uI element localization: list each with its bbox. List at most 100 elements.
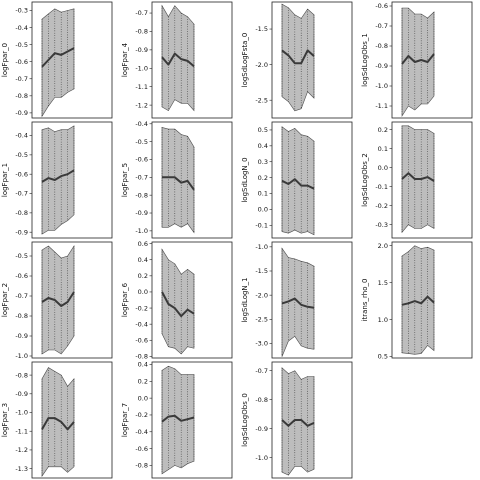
panel-frame: [271, 1, 353, 119]
estimate-line: [281, 178, 315, 190]
y-tick-label: -0.4: [15, 24, 28, 32]
y-tick-label: -0.9: [255, 425, 268, 433]
y-tick-label: 0.5: [378, 353, 388, 361]
y-tick-label: -1.0: [135, 227, 148, 235]
y-tick-label: -0.5: [15, 41, 28, 49]
y-tick-label: -0.6: [15, 170, 28, 178]
y-tick-label: 0.2: [138, 378, 148, 386]
confidence-band: [41, 8, 75, 118]
y-tick-label: -0.9: [15, 109, 28, 117]
y-tick-label: -0.6: [15, 58, 28, 66]
y-tick-label: -0.7: [255, 367, 268, 375]
y-tick-label: -0.6: [375, 2, 388, 10]
y-tick-label: -1.5: [255, 267, 268, 275]
estimate-line: [162, 176, 195, 191]
y-tick-label: -1.1: [375, 102, 388, 110]
y-tick-label: -0.2: [135, 411, 148, 419]
estimate-line: [41, 169, 75, 183]
panel-itrans_rho_0: 0.5 1.0 1.5 2.0 itrans_rho_0: [361, 241, 473, 361]
y-tick-label: -0.6: [135, 156, 148, 164]
panel-logFpar_3: -1.3 -1.2 -1.1 -1.0 -0.9 -0.8 logFpar_3: [1, 361, 113, 479]
panel-logFpar_2: -1.0 -0.9 -0.8 -0.7 -0.6 -0.5 logFpar_2: [1, 241, 113, 360]
y-tick-label: -0.7: [15, 190, 28, 198]
confidence-band: [281, 126, 315, 236]
y-tick-label: -1.1: [135, 83, 148, 91]
panel-frame: [31, 241, 113, 359]
y-axis-label: logSdLogObs_2: [361, 153, 369, 207]
y-tick-label: -0.9: [135, 209, 148, 217]
y-axis-label: logSdLogFsta_0: [241, 33, 249, 88]
estimate-line: [281, 297, 315, 309]
y-tick-label: -0.7: [15, 75, 28, 83]
estimate-line: [281, 49, 315, 65]
y-axis-label: logSdLogObs_0: [241, 393, 249, 447]
panel-frame: [151, 121, 233, 239]
y-axis-label: logFpar_0: [1, 43, 9, 77]
y-tick-label: -0.1: [375, 183, 388, 191]
y-tick-label: 1.0: [378, 316, 388, 324]
y-axis-label: logFpar_7: [121, 403, 129, 437]
y-tick-label: -0.5: [15, 151, 28, 159]
panel-frame: [391, 241, 473, 359]
y-tick-label: -0.4: [135, 428, 148, 436]
panel-logSdLogObs_2: -0.3 -0.2 -0.1 0.0 0.1 0.2 logSdLogObs_2: [361, 121, 473, 239]
y-tick-label: 0.5: [258, 126, 268, 134]
y-tick-label: -0.4: [15, 132, 28, 140]
y-tick-label: -1.0: [255, 454, 268, 462]
y-tick-label: 0.2: [138, 272, 148, 280]
y-tick-label: -1.1: [15, 427, 28, 435]
y-tick-label: -0.4: [135, 320, 148, 328]
confidence-band: [161, 365, 195, 475]
y-tick-label: -0.9: [15, 228, 28, 236]
y-tick-label: -0.8: [135, 462, 148, 470]
panel-frame: [31, 361, 113, 479]
y-tick-label: 0.6: [138, 240, 148, 248]
y-tick-label: -0.8: [375, 42, 388, 50]
confidence-band: [401, 245, 435, 355]
y-tick-label: -1.3: [15, 465, 28, 473]
y-tick-label: -0.2: [135, 304, 148, 312]
y-axis-label: logSdLogN_0: [241, 157, 249, 202]
panel-logFpar_1: -0.9 -0.8 -0.7 -0.6 -0.5 -0.4 logFpar_1: [1, 121, 113, 239]
y-tick-label: 0.3: [258, 158, 268, 166]
y-tick-label: -1.2: [135, 101, 148, 109]
y-tick-label: -0.7: [375, 22, 388, 30]
estimate-line: [161, 414, 195, 423]
y-tick-label: -0.7: [135, 9, 148, 17]
confidence-band: [281, 367, 315, 476]
y-tick-label: -0.8: [15, 92, 28, 100]
panel-frame: [151, 361, 233, 479]
y-tick-label: -0.8: [15, 209, 28, 217]
y-tick-label: 0.2: [258, 174, 268, 182]
y-tick-label: -1.0: [15, 409, 28, 417]
panel-logSdLogFsta_0: -2.5 -2.0 -1.5 logSdLogFsta_0: [241, 1, 353, 119]
y-tick-label: -0.9: [15, 390, 28, 398]
y-tick-label: -0.8: [135, 191, 148, 199]
y-tick-label: -2.0: [255, 61, 268, 69]
y-tick-label: -1.5: [255, 25, 268, 33]
y-tick-label: -0.1: [255, 221, 268, 229]
y-tick-label: 1.5: [378, 279, 388, 287]
y-tick-label: 0.4: [138, 361, 148, 369]
y-tick-label: 0.1: [258, 190, 268, 198]
y-tick-label: -0.8: [135, 353, 148, 361]
y-tick-label: -0.9: [135, 46, 148, 54]
y-axis-label: logFpar_1: [1, 163, 9, 197]
estimate-line: [281, 419, 315, 427]
panel-frame: [151, 1, 233, 119]
y-axis-label: logSdLogN_1: [241, 277, 249, 322]
panel-frame: [271, 241, 353, 359]
y-tick-label: -0.4: [135, 120, 148, 128]
y-axis-label: logSdLogObs_1: [361, 33, 369, 87]
panel-logSdLogN_1: -3.0 -2.5 -2.0 -1.5 -1.0 logSdLogN_1: [241, 241, 353, 359]
estimate-line: [161, 291, 195, 318]
y-tick-label: 0.0: [138, 394, 148, 402]
y-tick-label: -1.2: [15, 446, 28, 454]
y-tick-label: -0.7: [135, 174, 148, 182]
y-tick-label: -0.9: [15, 332, 28, 340]
y-tick-label: -2.5: [255, 316, 268, 324]
y-axis-label: logFpar_2: [1, 283, 9, 317]
y-tick-label: 0.4: [138, 256, 148, 264]
panel-logFpar_0: -0.9 -0.8 -0.7 -0.6 -0.5 -0.4 -0.3 logFpar_0: [1, 1, 113, 119]
